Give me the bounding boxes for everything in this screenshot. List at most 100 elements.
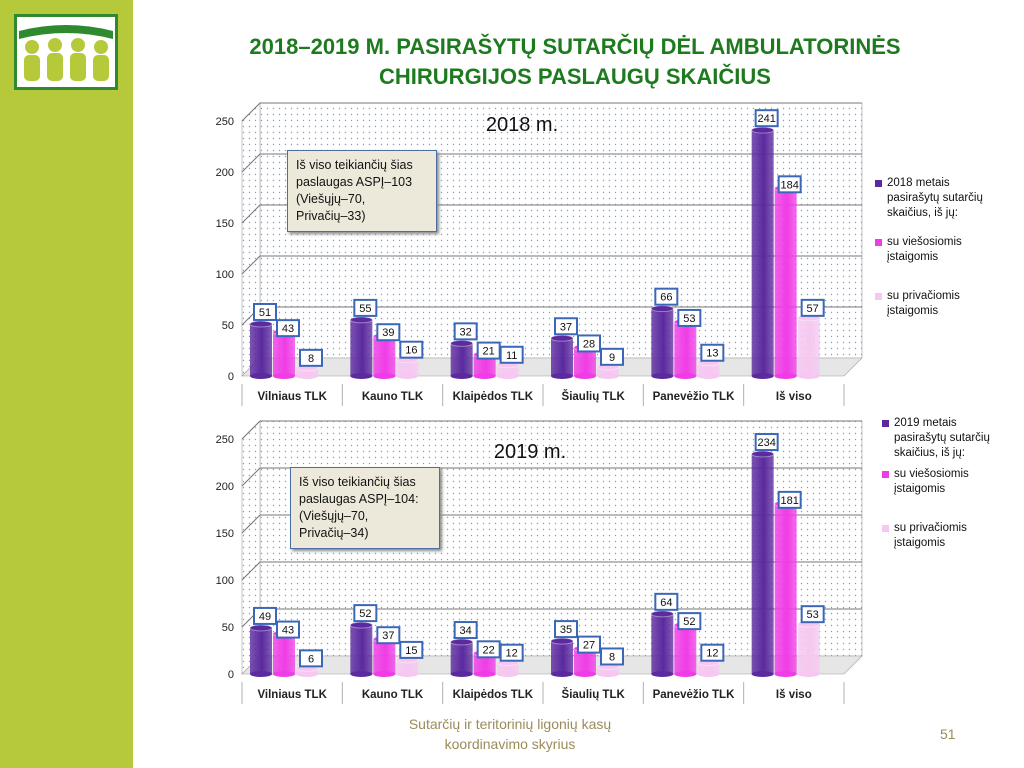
svg-text:53: 53 [683, 313, 695, 325]
svg-text:27: 27 [583, 640, 595, 652]
svg-text:32: 32 [460, 326, 472, 338]
annotation-box-2018: Iš viso teikiančių šias paslaugas ASPĮ–1… [287, 150, 437, 232]
x-tick-label: Iš viso [776, 689, 812, 701]
y-tick-label: 150 [216, 218, 234, 230]
svg-text:52: 52 [683, 616, 695, 628]
x-tick-label: Vilniaus TLK [257, 391, 327, 403]
legend-label: 2018 metais pasirašytų sutarčių skaičius… [887, 177, 983, 219]
data-label: 32 [453, 322, 478, 341]
x-tick-label: Iš viso [776, 391, 812, 403]
bar [496, 361, 520, 379]
x-tick-label: Vilniaus TLK [257, 689, 327, 701]
bar [696, 359, 720, 379]
data-label: 57 [800, 298, 825, 317]
annotation-line: Iš viso teikiančių šias [296, 158, 413, 172]
svg-text:66: 66 [660, 292, 672, 304]
y-tick-label: 100 [216, 269, 234, 281]
legend-item-total: 2018 metais pasirašytų sutarčių skaičius… [875, 176, 1005, 221]
x-tick-label: Kauno TLK [362, 689, 424, 701]
bar [249, 624, 273, 677]
chart-title: 2018 m. [486, 114, 558, 136]
data-label: 55 [353, 298, 378, 317]
data-label: 8 [600, 647, 624, 666]
gridline [241, 561, 862, 581]
annotation-line: Iš viso teikiančių šias [299, 475, 416, 489]
svg-text:35: 35 [560, 624, 572, 636]
y-tick-label: 50 [222, 622, 234, 634]
svg-text:241: 241 [757, 113, 775, 125]
page-number: 51 [940, 726, 956, 742]
svg-text:49: 49 [259, 611, 271, 623]
bar [774, 500, 798, 677]
bar [550, 334, 574, 379]
legend-label: su viešosiomis įstaigomis [887, 236, 962, 263]
data-label: 66 [654, 287, 679, 306]
legend-item-private: su privačiomis įstaigomis [882, 521, 1012, 551]
y-tick-label: 250 [216, 434, 234, 446]
data-label: 15 [399, 640, 424, 659]
bar [596, 662, 620, 677]
bar [295, 364, 319, 379]
annotation-line: paslaugas ASPĮ–103 [296, 175, 413, 189]
legend-label: su privačiomis įstaigomis [887, 290, 960, 317]
svg-text:53: 53 [807, 609, 819, 621]
svg-text:11: 11 [506, 350, 517, 362]
data-label: 12 [700, 643, 725, 662]
gridline [241, 204, 862, 224]
y-tick-label: 100 [216, 575, 234, 587]
bar [395, 356, 419, 379]
x-tick-label: Kauno TLK [362, 391, 424, 403]
data-label: 11 [499, 345, 524, 364]
left-sidebar-band [0, 0, 133, 768]
bar [673, 318, 697, 379]
svg-text:6: 6 [308, 653, 314, 665]
x-tick-label: Šiaulių TLK [562, 688, 626, 701]
svg-text:12: 12 [506, 648, 518, 660]
bar [650, 610, 674, 677]
svg-text:57: 57 [807, 303, 819, 315]
data-label: 234 [754, 433, 779, 452]
legend-label: 2019 metais pasirašytų sutarčių skaičius… [894, 417, 990, 459]
data-label: 53 [677, 308, 702, 327]
annotation-line: Privačių–33) [296, 209, 366, 223]
svg-text:184: 184 [780, 179, 798, 191]
y-tick-label: 0 [228, 669, 234, 681]
svg-text:12: 12 [706, 648, 718, 660]
svg-text:51: 51 [259, 307, 271, 319]
bar [596, 363, 620, 379]
gridline [241, 255, 862, 275]
y-tick-label: 150 [216, 528, 234, 540]
annotation-line: Privačių–34) [299, 526, 369, 540]
svg-text:15: 15 [405, 645, 417, 657]
annotation-box-2019: Iš viso teikiančių šias paslaugas ASPĮ–1… [290, 467, 440, 549]
data-label: 9 [600, 347, 624, 366]
y-tick-label: 250 [216, 116, 234, 128]
annotation-line: paslaugas ASPĮ–104: [299, 492, 419, 506]
data-label: 37 [376, 626, 401, 645]
bar [751, 126, 775, 379]
data-label: 22 [476, 640, 501, 659]
chart-2019: 0 50 100 150 200 250 Vilniaus TLK Kauno TLK Klai… [216, 420, 863, 704]
legend-label: su viešosiomis įstaigomis [894, 468, 969, 495]
chart-title: 2019 m. [494, 441, 566, 463]
legend-item-private: su privačiomis įstaigomis [875, 289, 1005, 319]
legend-2018: 2018 metais pasirašytų sutarčių skaičius… [875, 176, 1005, 333]
gridline [241, 420, 862, 440]
bar [349, 621, 373, 677]
data-label: 51 [253, 302, 277, 321]
svg-text:34: 34 [460, 625, 472, 637]
legend-2019: 2019 metais pasirašytų sutarčių skaičius… [882, 416, 1012, 565]
bar [450, 638, 474, 677]
y-tick-label: 200 [216, 481, 234, 493]
bar [496, 659, 520, 677]
data-label: 241 [754, 109, 779, 128]
svg-text:8: 8 [609, 651, 615, 663]
legend-label: su privačiomis įstaigomis [894, 522, 967, 549]
annotation-line: (Viešųjų–70, [296, 192, 366, 206]
page-title: 2018–2019 M. PASIRAŠYTŲ SUTARČIŲ DĖL AMB… [249, 34, 901, 89]
svg-text:64: 64 [660, 597, 672, 609]
x-tick-label: Panevėžio TLK [653, 689, 735, 701]
people-logo-icon [17, 17, 115, 87]
legend-item-public: su viešosiomis įstaigomis [882, 467, 1012, 497]
data-label: 28 [577, 334, 601, 353]
